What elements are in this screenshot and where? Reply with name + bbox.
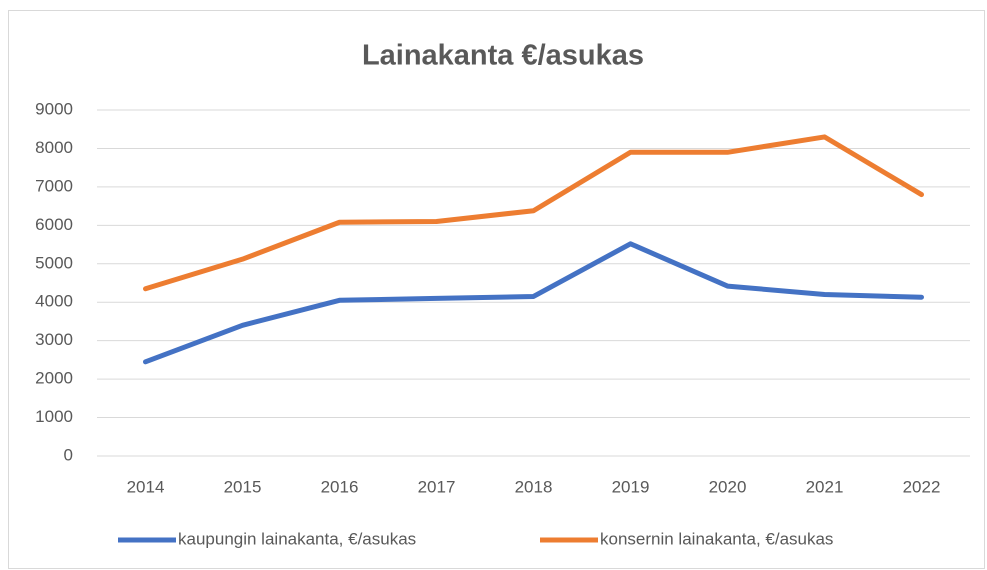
series-line	[143, 241, 924, 365]
y-tick-label: 2000	[35, 369, 73, 388]
legend-label: kaupungin lainakanta, €/asukas	[178, 529, 416, 548]
y-tick-label: 9000	[35, 99, 73, 118]
x-tick-label: 2022	[903, 477, 941, 496]
legend-label: konsernin lainakanta, €/asukas	[600, 529, 833, 548]
y-tick-label: 4000	[35, 292, 73, 311]
y-tick-label: 0	[64, 445, 73, 464]
x-tick-label: 2019	[612, 477, 650, 496]
chart-title: Lainakanta €/asukas	[362, 40, 644, 72]
y-tick-label: 6000	[35, 215, 73, 234]
x-tick-label: 2015	[224, 477, 262, 496]
y-tick-label: 5000	[35, 253, 73, 272]
y-tick-label: 8000	[35, 138, 73, 157]
x-tick-label: 2020	[709, 477, 747, 496]
series-line	[143, 134, 924, 292]
x-tick-label: 2018	[515, 477, 553, 496]
chart-frame	[8, 10, 985, 569]
x-tick-label: 2014	[127, 477, 165, 496]
y-tick-label: 1000	[35, 407, 73, 426]
x-tick-label: 2017	[418, 477, 456, 496]
x-tick-label: 2021	[806, 477, 844, 496]
x-tick-label: 2016	[321, 477, 359, 496]
y-tick-label: 3000	[35, 330, 73, 349]
y-tick-label: 7000	[35, 176, 73, 195]
